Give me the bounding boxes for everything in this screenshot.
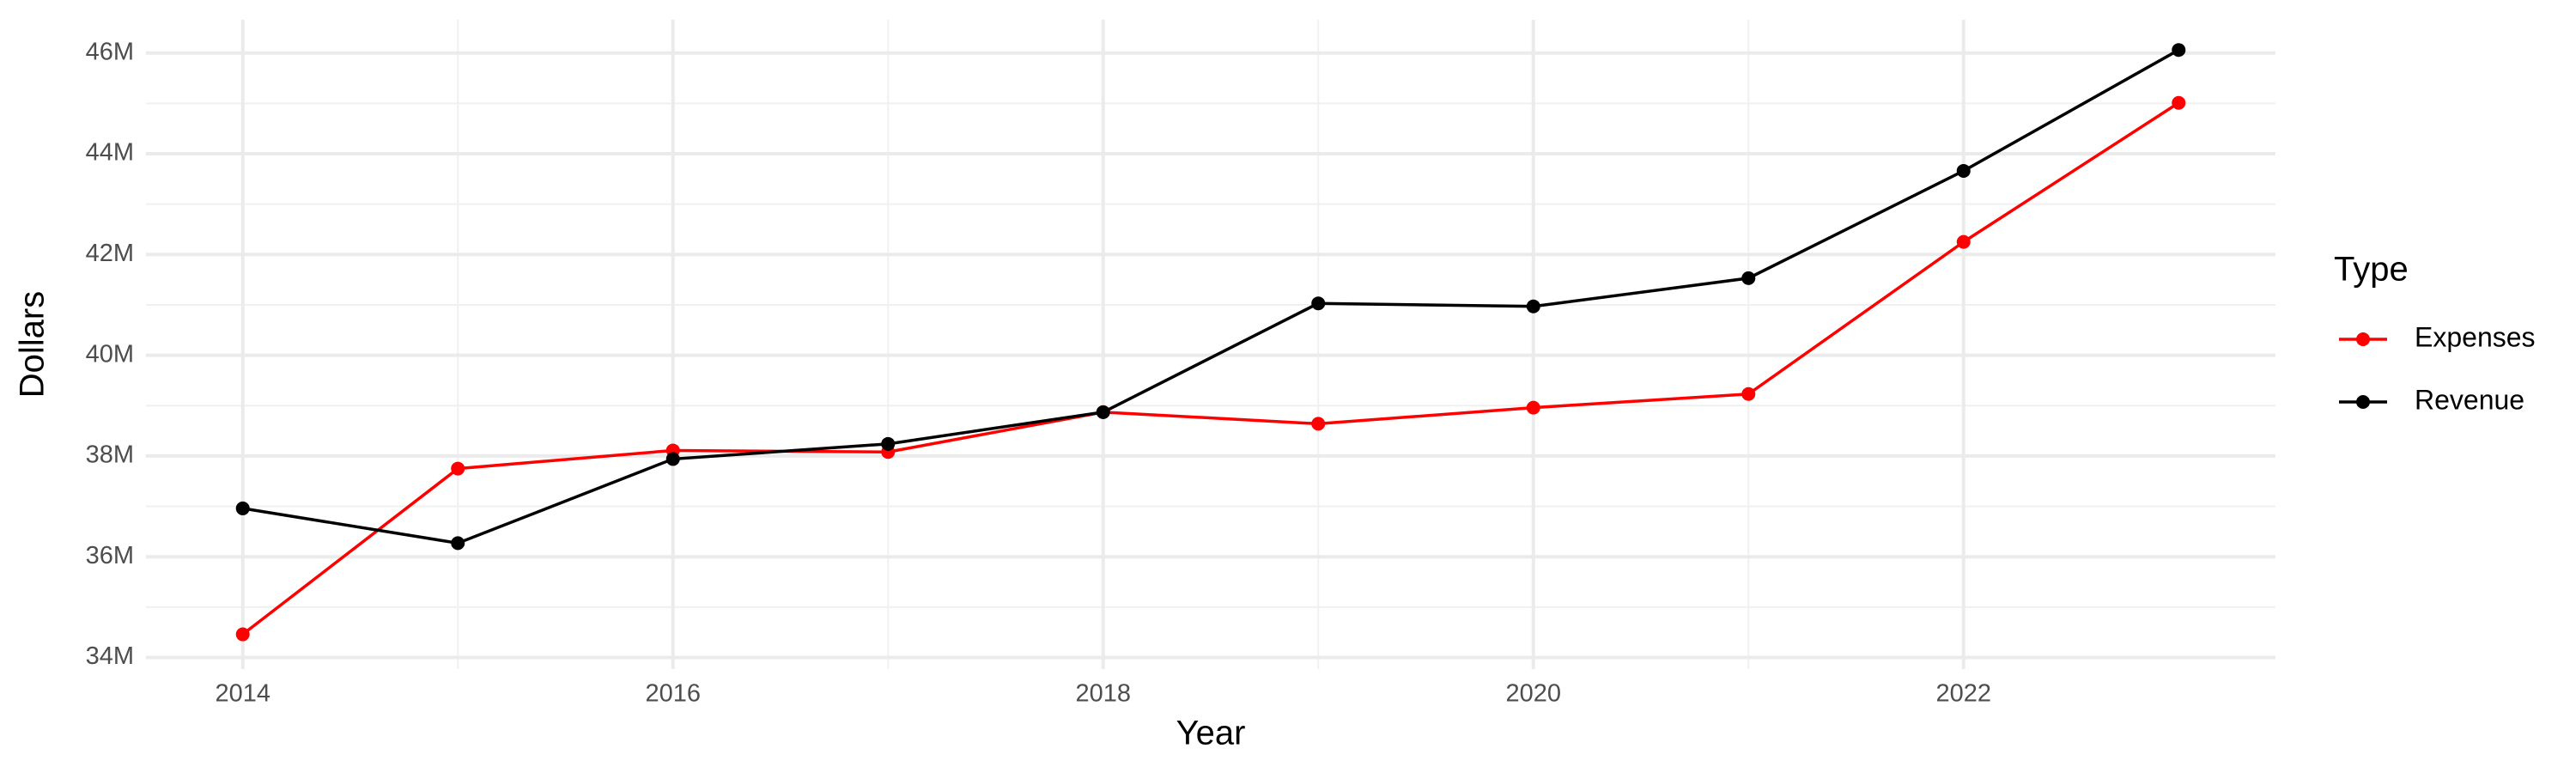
data-point <box>1526 400 1540 415</box>
data-point <box>235 627 250 642</box>
y-tick-label: 42M <box>86 240 134 267</box>
data-point <box>451 461 465 476</box>
legend-key-point <box>2356 332 2370 346</box>
x-tick-label: 2014 <box>215 680 270 708</box>
y-tick-label: 38M <box>86 441 134 469</box>
y-tick-label: 34M <box>86 642 134 670</box>
x-tick-label: 2018 <box>1075 680 1131 708</box>
data-point <box>235 501 250 515</box>
x-tick-label: 2020 <box>1505 680 1561 708</box>
data-point <box>2172 43 2186 58</box>
y-tick-label: 40M <box>86 340 134 368</box>
data-point <box>1956 163 1971 178</box>
data-point <box>2172 95 2186 110</box>
data-point <box>1956 234 1971 249</box>
y-tick-label: 44M <box>86 139 134 167</box>
data-point <box>881 436 896 451</box>
x-tick-label: 2016 <box>645 680 701 708</box>
series-line <box>241 101 2180 636</box>
y-tick-label: 46M <box>86 38 134 65</box>
x-tick-label: 2022 <box>1936 680 1992 708</box>
legend-title: Type <box>2334 251 2409 289</box>
y-axis-title: Dollars <box>14 291 52 398</box>
data-point <box>1311 417 1326 431</box>
data-point <box>451 536 465 551</box>
data-point <box>1741 271 1756 285</box>
legend-label: Expenses <box>2415 321 2536 352</box>
legend-label: Revenue <box>2415 384 2524 415</box>
data-point <box>1311 296 1326 311</box>
x-axis-title: Year <box>1176 715 1246 752</box>
legend-key-point <box>2356 395 2370 409</box>
data-point <box>665 452 680 466</box>
data-point <box>1096 405 1110 419</box>
series-line <box>242 48 2180 545</box>
y-tick-label: 36M <box>86 542 134 569</box>
data-point <box>1741 386 1756 401</box>
data-point <box>1526 299 1540 313</box>
